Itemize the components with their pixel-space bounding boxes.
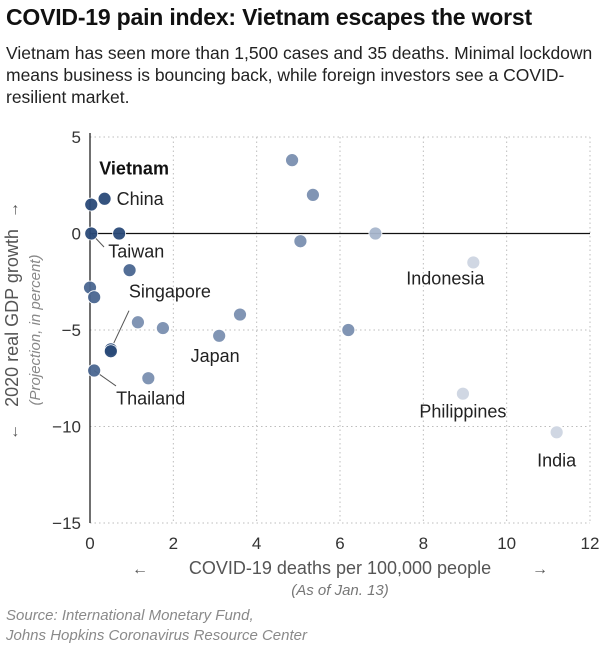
data-point: [87, 290, 102, 305]
data-point: [306, 187, 320, 202]
source-line-1: Source: International Monetary Fund,: [6, 607, 254, 624]
data-point: [285, 153, 299, 168]
data-point: [233, 307, 247, 322]
point-label: Japan: [191, 346, 240, 366]
data-point: [87, 363, 102, 378]
chart-subtitle: Vietnam has seen more than 1,500 cases a…: [6, 43, 593, 107]
x-tick-label: 4: [252, 534, 261, 553]
point-label: India: [537, 450, 577, 470]
data-point: [122, 263, 137, 278]
label-leader-line: [110, 310, 130, 350]
data-point: [293, 234, 308, 249]
x-tick-label: 0: [85, 534, 94, 553]
data-point: [141, 371, 156, 386]
data-point: [368, 226, 383, 241]
data-point: [549, 425, 564, 440]
x-tick-label: 10: [497, 534, 516, 553]
x-axis-label: COVID-19 deaths per 100,000 people: [189, 558, 491, 578]
data-point: [84, 226, 99, 241]
y-axis-label: 2020 real GDP growth: [2, 229, 22, 407]
y-tick-label: −10: [52, 418, 81, 437]
x-axis-note: (As of Jan. 13): [291, 582, 389, 599]
down-arrow-icon: ←: [5, 424, 22, 440]
x-tick-label: 2: [169, 534, 178, 553]
point-label: China: [117, 189, 165, 209]
right-arrow-icon: →: [532, 561, 548, 578]
chart-title: COVID-19 pain index: Vietnam escapes the…: [6, 4, 532, 30]
point-label: Philippines: [419, 402, 506, 422]
up-arrow-icon: →: [5, 202, 22, 218]
data-point: [212, 328, 227, 343]
data-point: [97, 191, 112, 206]
y-tick-label: −15: [52, 514, 81, 533]
left-arrow-icon: ←: [132, 561, 148, 578]
data-point: [112, 226, 127, 241]
source-line-2: Johns Hopkins Coronavirus Resource Cente…: [6, 627, 307, 644]
point-label: Singapore: [129, 281, 211, 301]
data-point: [131, 315, 145, 330]
y-tick-label: 0: [72, 225, 81, 244]
point-label: Taiwan: [108, 242, 164, 262]
y-axis-note: (Projection, in percent): [27, 255, 44, 406]
x-tick-label: 12: [581, 534, 600, 553]
point-label: Vietnam: [99, 159, 169, 179]
x-tick-label: 6: [335, 534, 344, 553]
data-point: [466, 255, 481, 270]
source-note: Source: International Monetary Fund, Joh…: [6, 606, 307, 646]
y-tick-label: 5: [72, 128, 81, 147]
point-label: Thailand: [116, 389, 185, 409]
data-point: [156, 321, 170, 335]
x-tick-label: 8: [419, 534, 428, 553]
data-point: [341, 323, 356, 337]
data-point: [456, 386, 470, 401]
data-point: [84, 197, 99, 212]
y-tick-label: −5: [62, 321, 81, 340]
data-point: [103, 344, 118, 359]
point-label: Indonesia: [406, 268, 485, 288]
